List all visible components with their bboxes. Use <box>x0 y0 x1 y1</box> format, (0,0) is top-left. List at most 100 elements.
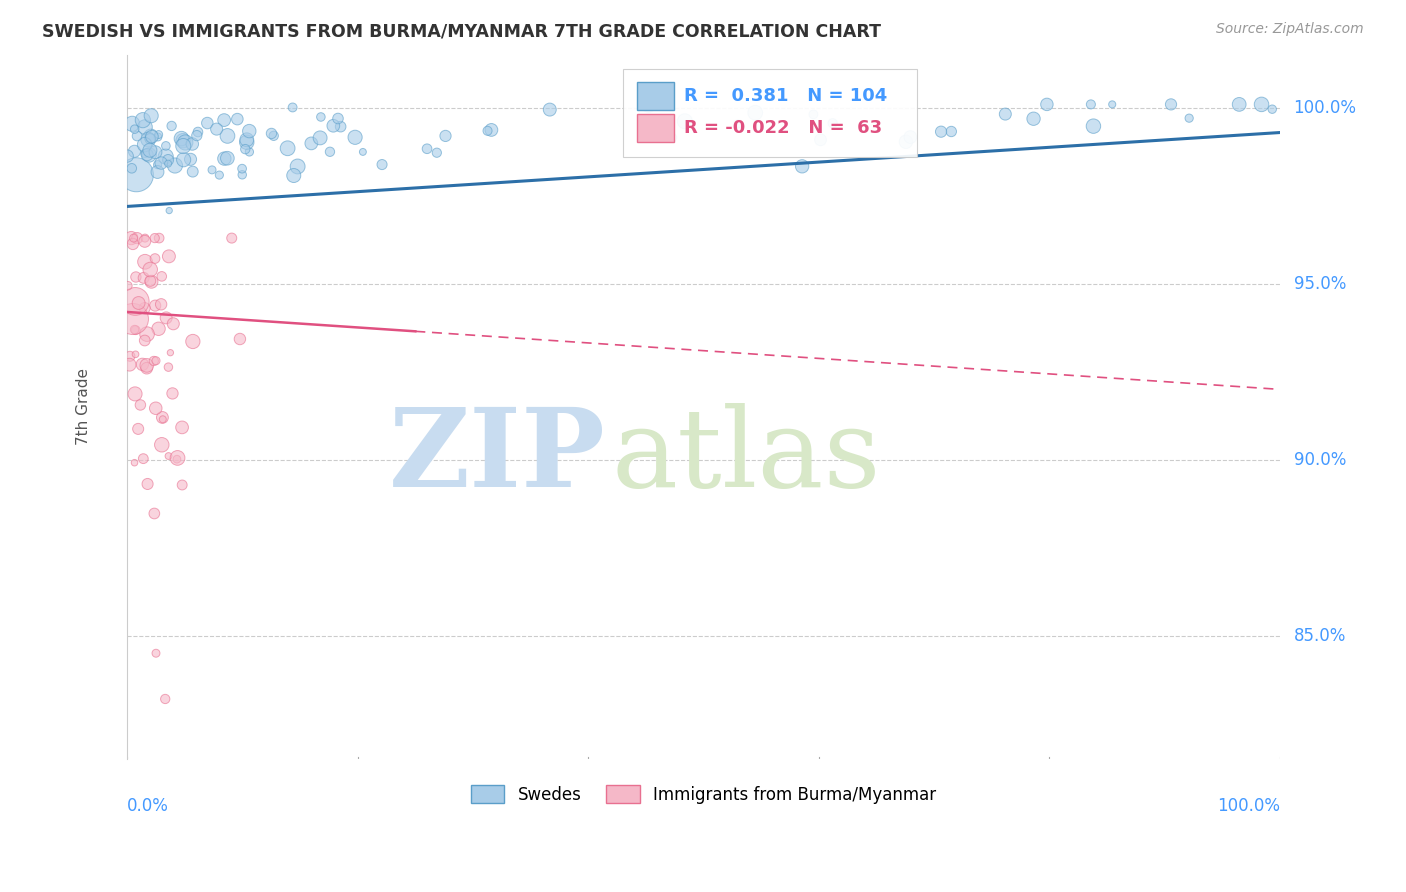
Point <box>238 145 260 159</box>
Point <box>299 136 322 151</box>
Point <box>1250 97 1272 112</box>
Point <box>538 103 561 117</box>
Point <box>322 119 344 133</box>
Point <box>143 299 166 313</box>
Point <box>125 323 148 337</box>
Text: atlas: atlas <box>612 402 882 509</box>
Point <box>124 122 146 136</box>
Point <box>124 456 146 470</box>
Point <box>143 231 166 245</box>
Point <box>117 278 139 293</box>
Point <box>135 359 157 373</box>
Point <box>172 478 194 492</box>
Point <box>129 398 152 412</box>
Point <box>125 270 148 285</box>
Text: ZIP: ZIP <box>388 402 606 509</box>
Point <box>166 450 188 465</box>
Point <box>226 112 249 127</box>
Point <box>138 148 160 162</box>
Point <box>1227 97 1250 112</box>
Point <box>416 142 439 156</box>
Point <box>134 334 156 348</box>
Point <box>142 354 165 368</box>
Point <box>135 361 157 376</box>
Text: 7th Grade: 7th Grade <box>76 368 91 445</box>
Point <box>148 231 170 245</box>
Point <box>157 203 180 218</box>
Point <box>260 127 283 141</box>
Point <box>146 130 169 145</box>
Point <box>134 231 156 245</box>
Point <box>157 360 180 375</box>
FancyBboxPatch shape <box>637 82 673 110</box>
Point <box>125 168 148 182</box>
Point <box>157 449 180 463</box>
Point <box>231 161 253 176</box>
Point <box>1160 97 1182 112</box>
FancyBboxPatch shape <box>637 114 673 143</box>
Point <box>136 327 159 342</box>
Point <box>155 692 177 706</box>
Text: 0.0%: 0.0% <box>127 797 169 815</box>
Text: 85.0%: 85.0% <box>1294 627 1346 645</box>
Point <box>172 139 194 153</box>
Point <box>121 117 143 131</box>
Point <box>134 146 156 161</box>
Point <box>120 231 142 245</box>
Point <box>186 128 208 143</box>
Point <box>231 168 253 182</box>
Point <box>122 312 145 326</box>
Point <box>238 124 260 138</box>
Point <box>150 438 173 452</box>
Point <box>155 310 177 325</box>
Point <box>287 160 309 174</box>
Point <box>326 112 349 126</box>
Point <box>145 145 167 160</box>
Point <box>803 107 825 121</box>
Point <box>434 128 457 143</box>
Point <box>131 358 153 372</box>
Point <box>157 153 180 167</box>
Point <box>637 98 659 112</box>
Point <box>187 125 209 139</box>
Point <box>929 125 952 139</box>
Point <box>1036 97 1059 112</box>
Point <box>145 401 167 416</box>
Point <box>229 332 252 346</box>
Point <box>127 422 149 436</box>
Point <box>994 107 1017 121</box>
Point <box>127 231 149 245</box>
Point <box>136 147 159 161</box>
Text: R =  0.381   N = 104: R = 0.381 N = 104 <box>683 87 887 105</box>
FancyBboxPatch shape <box>623 70 917 157</box>
Point <box>1261 102 1284 116</box>
Point <box>121 161 143 176</box>
Point <box>141 275 163 289</box>
Point <box>141 109 163 123</box>
Point <box>212 113 235 128</box>
Point <box>160 119 183 133</box>
Point <box>122 231 145 245</box>
Point <box>221 231 243 245</box>
Point <box>146 158 169 172</box>
Point <box>150 297 173 311</box>
Point <box>128 296 150 310</box>
Point <box>121 236 143 251</box>
Point <box>118 349 141 363</box>
Point <box>143 507 166 521</box>
Point <box>139 132 162 146</box>
Point <box>152 412 174 426</box>
Point <box>1178 111 1201 125</box>
Point <box>170 131 193 145</box>
Point <box>157 156 180 170</box>
Point <box>673 114 696 128</box>
Point <box>143 252 166 266</box>
Point <box>174 136 197 150</box>
Point <box>344 130 367 145</box>
Point <box>141 129 163 144</box>
Point <box>309 110 332 124</box>
Point <box>148 322 170 336</box>
Point <box>236 135 259 149</box>
Point <box>159 345 181 359</box>
Point <box>263 128 285 143</box>
